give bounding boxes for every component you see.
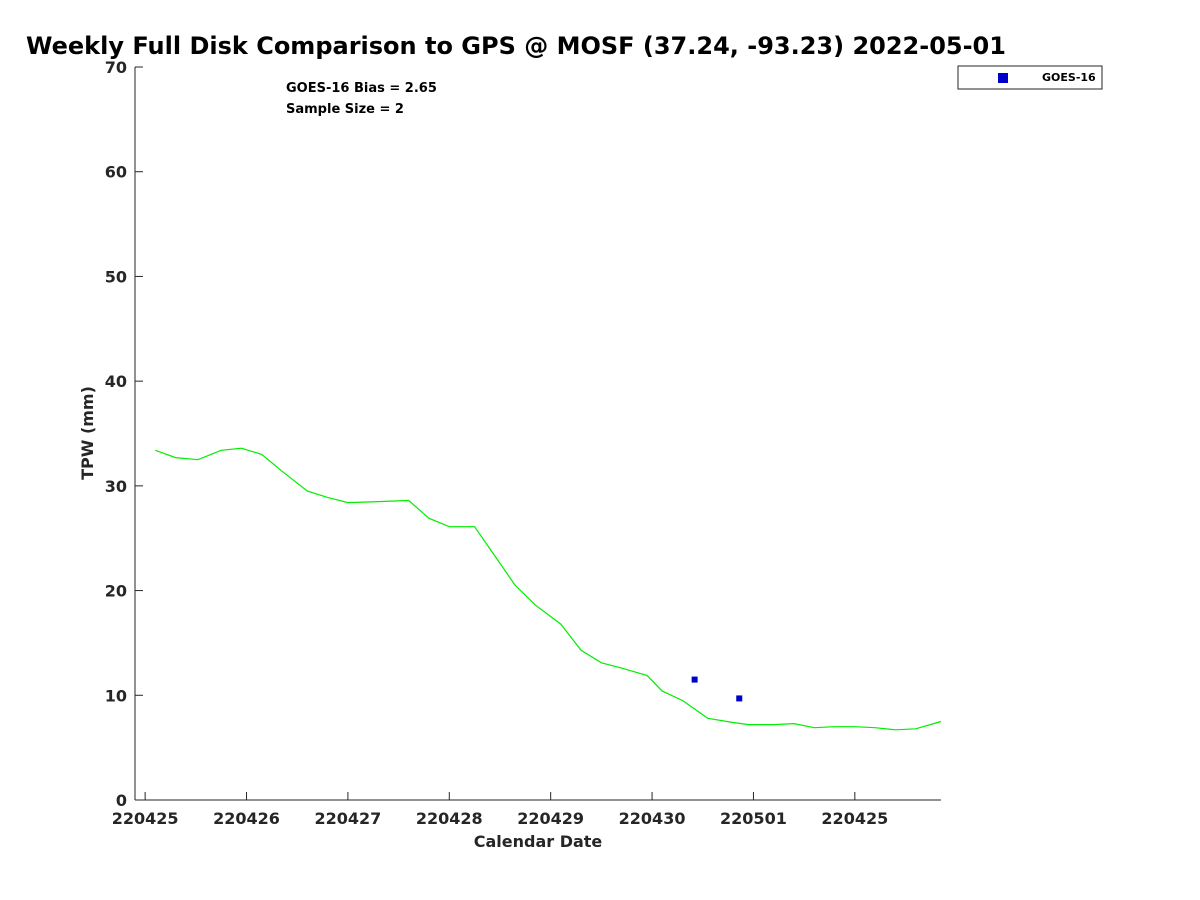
y-axis-ticks: 0 10 20 30 40 50 60 70 [105,58,143,810]
legend-marker-goes16 [998,73,1008,83]
x-tick-label: 220501 [720,809,787,828]
x-tick-label: 220427 [315,809,382,828]
legend: GOES-16 [957,65,1103,90]
y-tick-label: 20 [105,582,127,601]
sample-size-annotation: Sample Size = 2 [286,102,404,117]
y-axis-label: TPW (mm) [78,386,97,480]
x-tick-label: 220425 [112,809,179,828]
series-layer [155,447,942,731]
plot-axes [134,67,941,801]
x-tick-label: 220426 [213,809,280,828]
x-tick-label: 220430 [619,809,686,828]
x-axis-ticks: 220425 220426 220427 220428 220429 220430 2205… [112,792,888,828]
x-tick-label: 220428 [416,809,483,828]
data-point-goes-16 [736,695,743,702]
y-tick-label: 70 [105,58,127,77]
x-tick-label: 220425 [821,809,888,828]
x-axis-label: Calendar Date [474,832,603,851]
bias-annotation: GOES-16 Bias = 2.65 [286,81,437,96]
legend-box [957,65,1103,90]
legend-label-goes16: GOES-16 [1042,71,1096,84]
data-point-goes-16 [691,676,698,683]
y-tick-label: 0 [116,791,127,810]
chart-title: Weekly Full Disk Comparison to GPS @ MOS… [26,32,1006,60]
x-tick-label: 220429 [517,809,584,828]
y-tick-label: 50 [105,267,127,286]
y-tick-label: 40 [105,372,127,391]
y-tick-label: 30 [105,477,127,496]
series-line-gps [155,447,942,731]
y-tick-label: 60 [105,163,127,182]
y-tick-label: 10 [105,686,127,705]
